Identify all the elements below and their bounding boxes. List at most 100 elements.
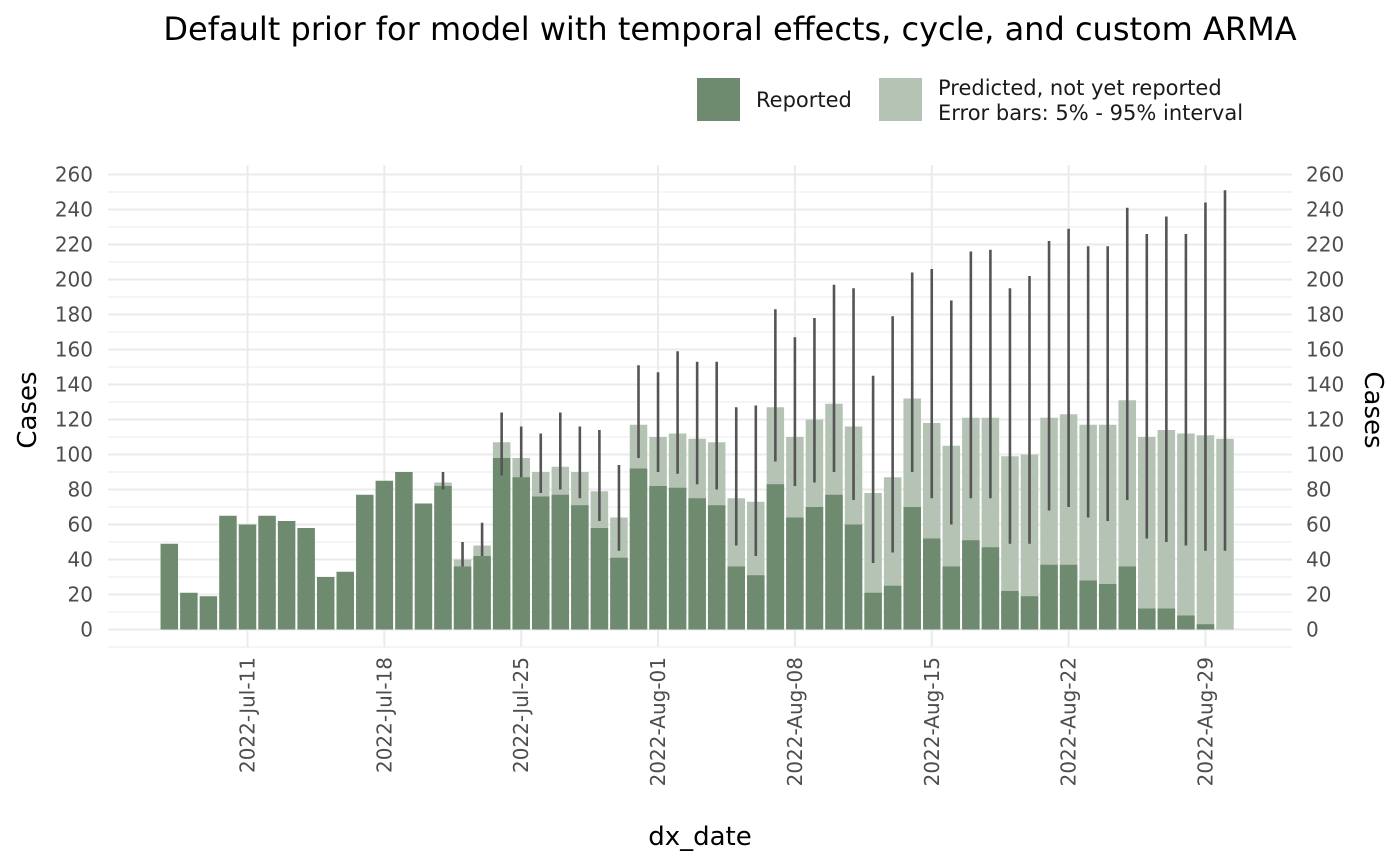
bar-reported [219, 515, 237, 630]
bar-reported [297, 528, 315, 630]
legend-label-predicted: Predicted, not yet reported [938, 76, 1222, 100]
bar-reported [453, 566, 472, 630]
x-axis-title: dx_date [648, 822, 752, 852]
bar-reported [414, 503, 433, 630]
bar-reported [844, 524, 863, 630]
bar-reported [375, 480, 394, 630]
chart-title: Default prior for model with temporal ef… [163, 10, 1297, 48]
y-tick-label-left: 220 [55, 233, 93, 257]
bar-reported [747, 575, 765, 630]
bar-reported [864, 592, 882, 630]
bar-reported [1177, 615, 1195, 630]
bar-reported [923, 538, 941, 630]
y-tick-label-right: 100 [1306, 443, 1344, 467]
bar-reported [883, 585, 902, 630]
bar-reported [903, 507, 921, 630]
bar-reported [649, 486, 667, 630]
bar-predicted [1098, 424, 1117, 630]
bar-reported [336, 571, 354, 630]
bar-reported [1118, 566, 1136, 630]
bar-reported [316, 577, 335, 630]
bar-reported [590, 528, 609, 630]
bar-reported [962, 540, 980, 630]
bar-reported [1196, 624, 1215, 630]
y-tick-label-left: 180 [55, 303, 93, 327]
y-tick-label-left: 80 [68, 478, 93, 502]
bar-reported [1157, 608, 1176, 630]
y-tick-label-right: 60 [1306, 513, 1331, 537]
y-tick-label-left: 100 [55, 443, 93, 467]
x-tick-label: 2022-Aug-08 [783, 657, 807, 786]
y-tick-label-right: 180 [1306, 303, 1344, 327]
bar-reported [688, 498, 706, 630]
bar-reported [1059, 564, 1078, 630]
bar-reported [1001, 591, 1019, 630]
bar-reported [707, 505, 726, 630]
bar-reported [786, 517, 804, 630]
bar-reported [1020, 596, 1039, 630]
bar-reported [805, 507, 824, 630]
bar-reported [395, 472, 413, 630]
bar-reported [434, 486, 452, 630]
y-axis-title-right: Cases [1358, 371, 1388, 448]
bar-reported [238, 524, 257, 630]
y-tick-label-right: 160 [1306, 338, 1344, 362]
bar-reported [512, 477, 530, 630]
bar-reported [571, 505, 589, 630]
y-tick-label-left: 0 [80, 618, 93, 642]
x-tick-label: 2022-Aug-22 [1057, 657, 1081, 786]
y-tick-label-right: 120 [1306, 408, 1344, 432]
y-tick-label-left: 260 [55, 163, 93, 187]
bar-reported [1079, 580, 1097, 630]
x-tick-label: 2022-Jul-18 [372, 657, 396, 773]
x-tick-label: 2022-Jul-25 [509, 657, 533, 773]
bar-reported [629, 468, 648, 630]
y-tick-label-right: 20 [1306, 583, 1331, 607]
error-bars [441, 190, 1227, 567]
bar-reported [1098, 584, 1117, 630]
y-tick-label-left: 60 [68, 513, 93, 537]
y-tick-label-left: 140 [55, 373, 93, 397]
bar-reported [766, 484, 785, 630]
bar-reported [825, 494, 843, 630]
bar-reported [473, 556, 491, 630]
bar-reported [981, 547, 1000, 630]
tick-labels: 2022-Jul-11 2022-Jul-18 2022-Jul-25 2022-Au… [55, 163, 1344, 787]
y-tick-label-right: 140 [1306, 373, 1344, 397]
y-tick-label-left: 120 [55, 408, 93, 432]
y-tick-label-left: 40 [68, 548, 93, 572]
y-tick-label-right: 40 [1306, 548, 1331, 572]
y-tick-label-left: 200 [55, 268, 93, 292]
y-tick-label-right: 240 [1306, 198, 1344, 222]
bar-reported [277, 521, 296, 630]
bar-reported [160, 543, 179, 630]
y-tick-label-right: 260 [1306, 163, 1344, 187]
bar-reported [668, 487, 687, 630]
bar-reported [492, 458, 511, 630]
legend-swatch-reported [697, 78, 740, 121]
y-axis-title-left: Cases [13, 371, 43, 448]
bar-predicted [1079, 424, 1097, 630]
y-tick-label-right: 200 [1306, 268, 1344, 292]
bar-reported [610, 557, 628, 630]
bar-reported [551, 494, 570, 630]
bar-reported [258, 515, 276, 630]
bar-reported [356, 494, 374, 630]
y-tick-label-left: 160 [55, 338, 93, 362]
bar-reported [1040, 564, 1058, 630]
x-tick-label: 2022-Aug-15 [920, 657, 944, 786]
y-tick-label-right: 80 [1306, 478, 1331, 502]
bar-reported [942, 566, 961, 630]
y-tick-label-left: 20 [68, 583, 93, 607]
y-tick-label-left: 240 [55, 198, 93, 222]
x-tick-label: 2022-Jul-11 [236, 657, 260, 773]
bar-reported [532, 496, 550, 630]
legend-note-errorbars: Error bars: 5% - 95% interval [938, 101, 1244, 125]
x-tick-label: 2022-Aug-01 [646, 657, 670, 786]
x-tick-label: 2022-Aug-29 [1193, 657, 1217, 786]
bar-reported [199, 596, 218, 630]
legend-label-reported: Reported [756, 88, 852, 112]
bar-reported [727, 566, 745, 630]
y-tick-label-right: 0 [1306, 618, 1319, 642]
